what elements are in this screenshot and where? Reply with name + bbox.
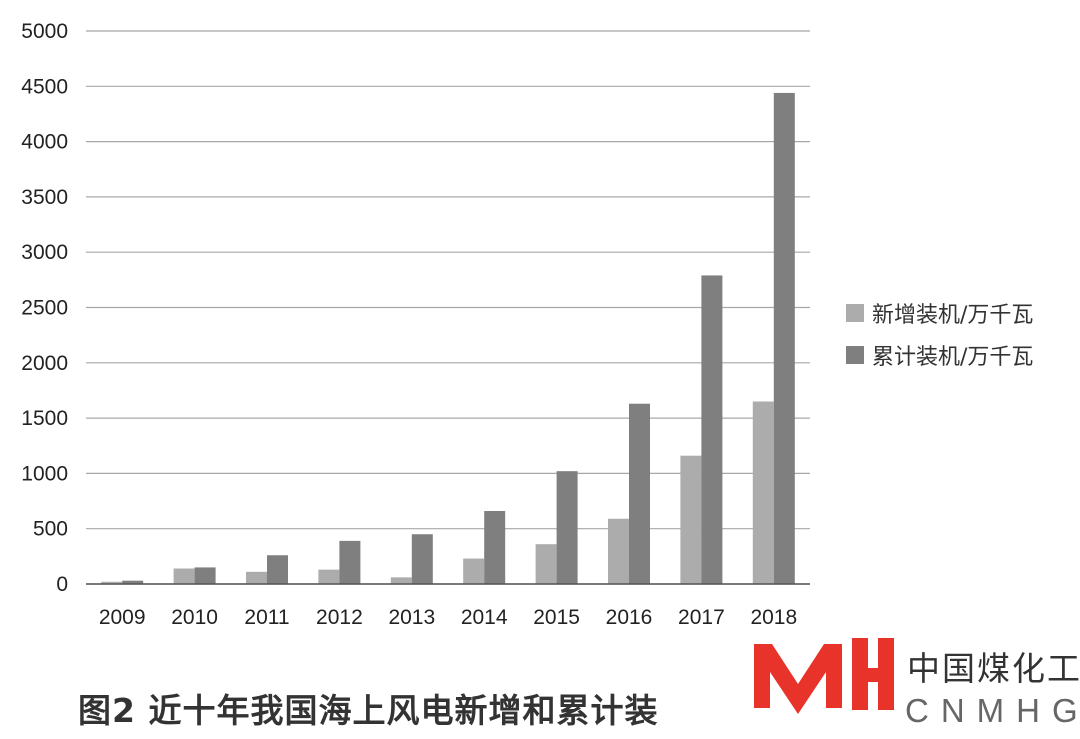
bar-new-2016 [608,518,629,584]
watermark-logo: 中国煤化工 CNMHG [754,636,1080,739]
bar-new-2017 [680,455,702,584]
bar-new-2013 [390,577,412,584]
bar-new-2012 [318,569,340,584]
bar-new-2010 [173,568,195,584]
y-tick-label-1000: 1000 [21,462,68,485]
x-tick-label-2016: 2016 [606,606,653,629]
x-tick-label-2010: 2010 [171,606,218,629]
bar-new-2014 [463,558,485,584]
bar-cumulative-2013 [411,534,433,584]
legend-item-cumulative: 累计装机/万千瓦 [846,334,1033,376]
x-tick-label-2012: 2012 [316,606,363,629]
bar-cumulative-2014 [484,511,506,584]
bar-new-2009 [101,581,123,584]
logo-abbr: CNMHG [905,692,1080,729]
y-tick-label-4500: 4500 [21,75,68,98]
x-tick-label-2017: 2017 [678,606,725,629]
y-tick-label-4000: 4000 [21,131,68,154]
y-tick-label-2000: 2000 [21,352,68,375]
bar-cumulative-2012 [339,540,361,584]
legend-swatch-new [846,304,864,322]
logo-mark-icon [754,638,894,714]
bar-cumulative-2010 [194,567,216,584]
legend-label-new: 新增装机/万千瓦 [872,303,1034,328]
y-tick-label-2500: 2500 [21,297,68,320]
legend-label-cumulative: 累计装机/万千瓦 [872,345,1034,370]
y-tick-label-5000: 5000 [21,20,68,43]
bar-new-2015 [535,544,557,584]
bar-cumulative-2018 [773,92,795,584]
y-tick-label-500: 500 [33,518,68,541]
figure-caption: 图2 近十年我国海上风电新增和累计装 [78,691,659,730]
y-tick-label-3000: 3000 [21,241,68,264]
y-tick-label-0: 0 [56,573,68,596]
legend: 新增装机/万千瓦 累计装机/万千瓦 [846,292,1033,376]
logo-name: 中国煤化工 [907,649,1080,688]
bar-new-2018 [752,401,774,584]
x-tick-label-2015: 2015 [533,606,580,629]
bar-cumulative-2015 [556,471,578,584]
y-tick-label-1500: 1500 [21,407,68,430]
x-tick-label-2014: 2014 [461,606,508,629]
x-tick-label-2011: 2011 [244,606,289,629]
y-tick-label-3500: 3500 [21,186,68,209]
bar-cumulative-2009 [122,580,144,584]
x-tick-label-2009: 2009 [99,606,146,629]
bar-cumulative-2011 [267,555,288,584]
x-tick-label-2018: 2018 [750,606,797,629]
bar-cumulative-2016 [629,403,650,584]
bar-cumulative-2017 [701,275,723,584]
legend-swatch-cumulative [846,346,864,364]
bar-new-2011 [246,571,267,584]
legend-item-new: 新增装机/万千瓦 [846,292,1033,334]
x-tick-label-2013: 2013 [388,606,435,629]
